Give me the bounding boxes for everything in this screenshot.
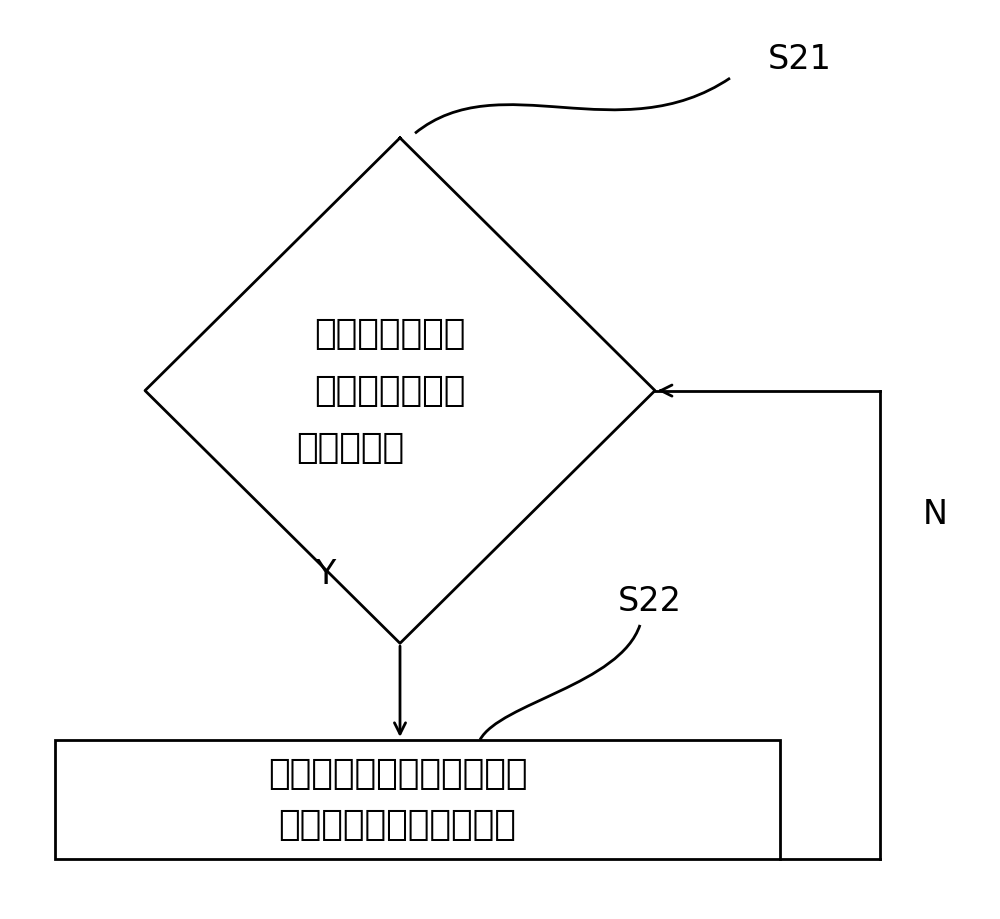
Text: Y: Y — [315, 558, 335, 591]
Text: 确定障碍物的尺寸并标定障: 确定障碍物的尺寸并标定障 — [268, 757, 527, 790]
Bar — [55, 740, 780, 859]
Text: 利用机器人上的: 利用机器人上的 — [314, 317, 466, 350]
Text: N: N — [922, 498, 948, 531]
Text: S22: S22 — [618, 585, 682, 618]
Text: S21: S21 — [768, 43, 832, 76]
Text: 碍物在地图网格中的位置: 碍物在地图网格中的位置 — [279, 809, 516, 842]
Text: 传感器探测是否: 传感器探测是否 — [314, 374, 466, 407]
Text: 存在障碍物: 存在障碍物 — [296, 431, 404, 464]
